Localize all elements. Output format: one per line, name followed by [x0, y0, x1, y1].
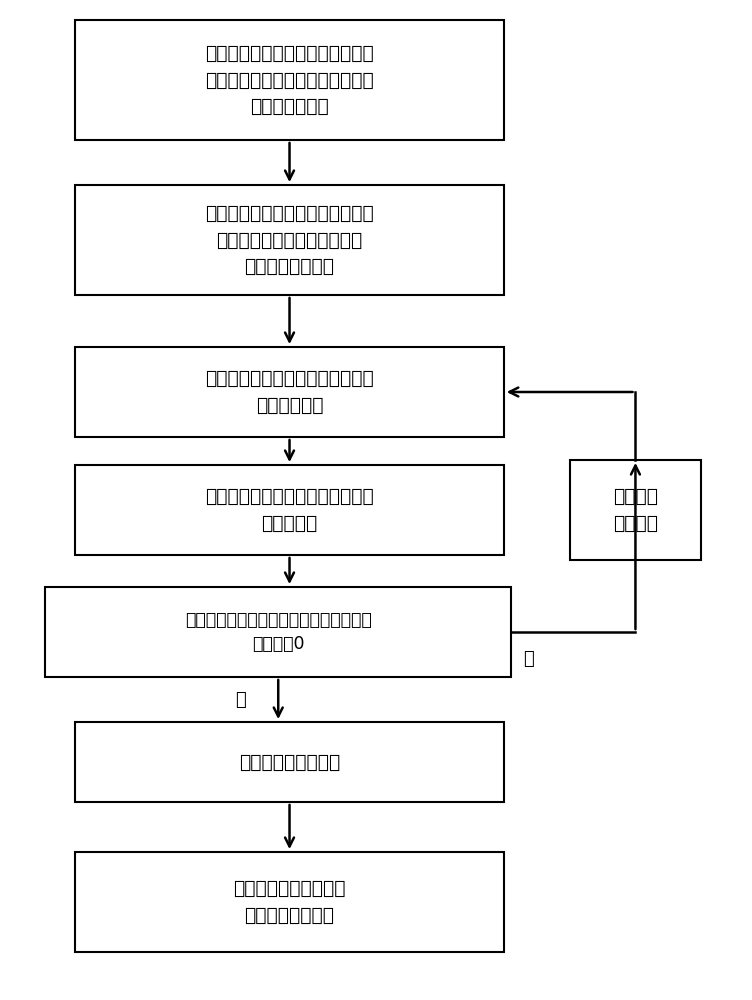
- Bar: [45, 587, 511, 677]
- Bar: [570, 460, 701, 560]
- Text: 通过补偿数字码得到理
想码，更新数字码: 通过补偿数字码得到理 想码，更新数字码: [233, 879, 346, 925]
- Text: 是: 是: [235, 690, 246, 708]
- Bar: [75, 852, 504, 952]
- Bar: [75, 347, 504, 437]
- Bar: [75, 465, 504, 555]
- Text: 得到正确的电容权重: 得到正确的电容权重: [239, 752, 340, 772]
- Text: 数字伪随机信号发生器产生的随机
信号与模拟输入信号共同作用于电
容型数模转换器: 数字伪随机信号发生器产生的随机 信号与模拟输入信号共同作用于电 容型数模转换器: [205, 44, 374, 116]
- Bar: [75, 20, 504, 140]
- Text: 判断相关系数的绝对值在误差允许范围内
是否接近0: 判断相关系数的绝对值在误差允许范围内 是否接近0: [185, 610, 371, 654]
- Text: 计算相应输出数字码的评估值，消
除伪随机注入: 计算相应输出数字码的评估值，消 除伪随机注入: [205, 369, 374, 415]
- Text: 反馈调节
电容权重: 反馈调节 电容权重: [613, 487, 658, 533]
- Bar: [75, 722, 504, 802]
- Text: 通过比较器将电容型数模转换器的
输出与参考点位作比较，存储
得到的输出数字码: 通过比较器将电容型数模转换器的 输出与参考点位作比较，存储 得到的输出数字码: [205, 204, 374, 276]
- Bar: [75, 185, 504, 295]
- Text: 否: 否: [523, 650, 533, 668]
- Text: 根据评估值与注入的伪随机信号求
得相关系数: 根据评估值与注入的伪随机信号求 得相关系数: [205, 487, 374, 533]
